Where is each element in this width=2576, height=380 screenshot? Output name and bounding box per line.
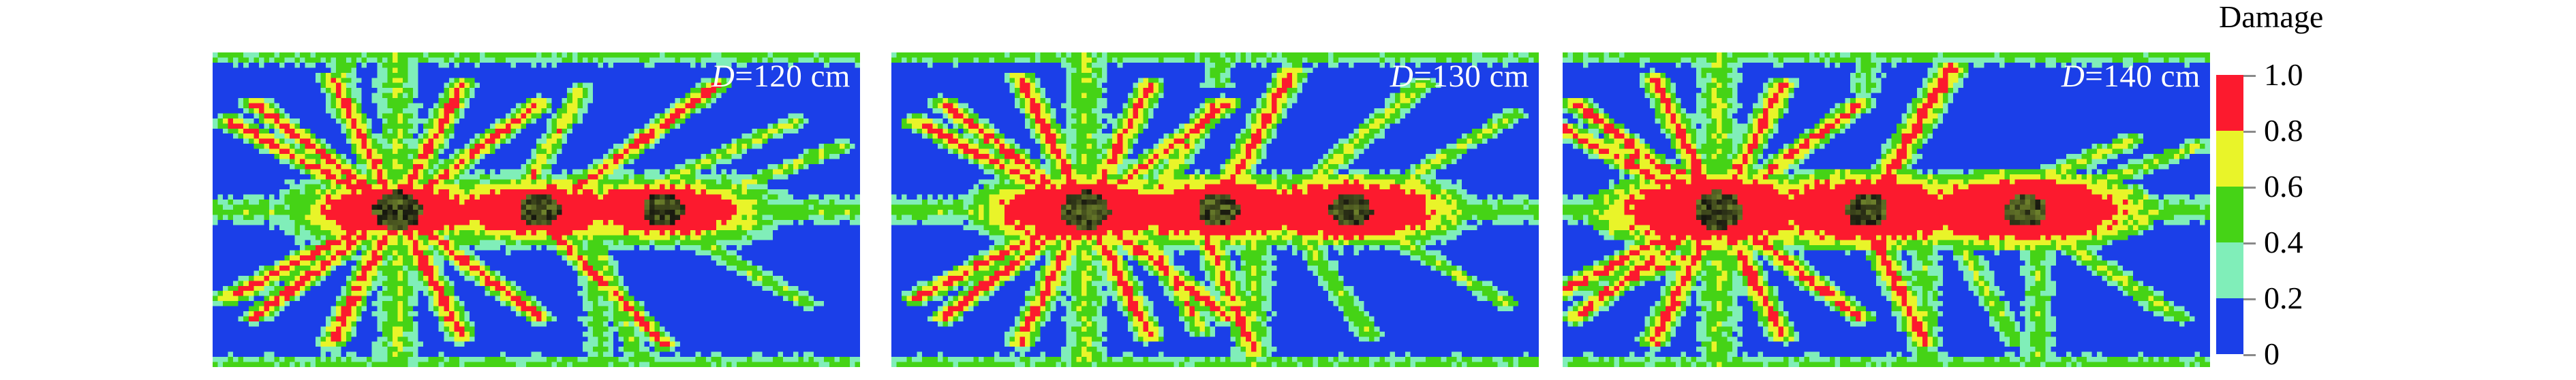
colorbar-band-1 [2216,131,2243,187]
colorbar-ticks [2243,75,2256,356]
colorbar-tick-label-5: 0 [2264,336,2280,371]
colorbar-tick-label-2: 0.6 [2264,169,2303,204]
colorbar-swatches [2216,75,2243,354]
contour-canvas-130 [891,52,1539,367]
panel-label-130: D=130 cm [1390,61,1529,93]
colorbar-labels: 1.0 0.8 0.6 0.4 0.2 0 [2258,59,2395,370]
colorbar-tick-3 [2243,242,2256,244]
contour-panel-140[interactable]: D=140 cm [1563,52,2210,367]
colorbar-tick-2 [2243,187,2256,189]
colorbar-band-0 [2216,75,2243,131]
contour-canvas-140 [1563,52,2210,367]
colorbar-band-3 [2216,242,2243,298]
panel-label-value: =120 cm [735,59,850,94]
colorbar-tick-label-0: 1.0 [2264,57,2303,92]
colorbar-title: Damage [2219,0,2324,34]
panel-label-value: =130 cm [1413,59,1529,94]
panel-label-symbol: D [1390,59,1414,94]
colorbar-tick-5 [2243,354,2256,356]
contour-canvas-120 [213,52,860,367]
panel-label-value: =140 cm [2085,59,2201,94]
panel-label-symbol: D [711,59,735,94]
panel-label-140: D=140 cm [2061,61,2201,93]
colorbar-tick-1 [2243,131,2256,133]
panel-label-120: D=120 cm [711,61,850,93]
colorbar-tick-label-3: 0.4 [2264,225,2303,259]
colorbar-tick-0 [2243,75,2256,77]
colorbar: Damage 1.0 0.8 0.6 0.4 0.2 0 [2213,0,2500,380]
contour-panel-120[interactable]: D=120 cm [213,52,860,367]
colorbar-band-4 [2216,298,2243,354]
colorbar-tick-4 [2243,298,2256,300]
panel-label-symbol: D [2061,59,2085,94]
colorbar-tick-label-4: 0.2 [2264,281,2303,315]
colorbar-tick-label-1: 0.8 [2264,113,2303,148]
colorbar-band-2 [2216,187,2243,242]
contour-panel-130[interactable]: D=130 cm [891,52,1539,367]
